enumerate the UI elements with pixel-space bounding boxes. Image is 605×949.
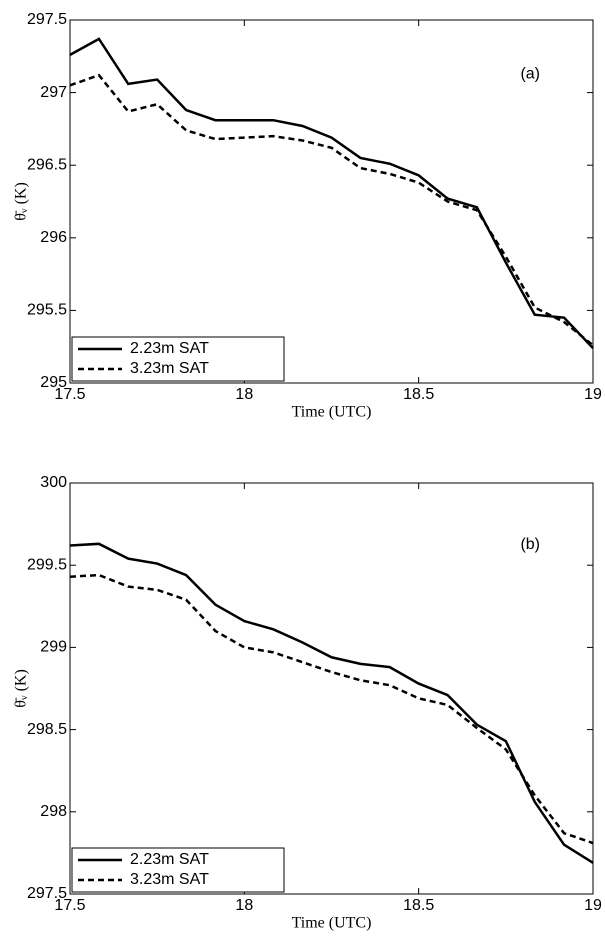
x-tick-label: 19	[584, 897, 602, 914]
x-axis-label: Time (UTC)	[292, 915, 372, 932]
plot-frame	[69, 19, 594, 384]
annotation: (b)	[520, 536, 540, 553]
legend-box	[71, 847, 285, 893]
data-line	[69, 73, 594, 347]
y-tick-label: 295	[40, 374, 67, 391]
y-tick-label: 297	[40, 84, 67, 101]
y-axis-label: θ̄ᵥ (K)	[13, 669, 30, 708]
x-tick-label: 18	[235, 386, 253, 403]
legend-label: 3.23m SAT	[130, 360, 209, 377]
y-tick-label: 298	[40, 803, 67, 820]
x-tick-label: 18.5	[403, 386, 434, 403]
data-line	[69, 37, 594, 350]
x-tick-label: 17.5	[54, 386, 85, 403]
y-tick-label: 296	[40, 229, 67, 246]
x-tick-label: 18.5	[403, 897, 434, 914]
x-tick-label: 18	[235, 897, 253, 914]
x-tick-label: 17.5	[54, 897, 85, 914]
legend-box	[71, 336, 285, 382]
y-tick-label: 295.5	[27, 302, 67, 319]
legend-label: 2.23m SAT	[130, 851, 209, 868]
y-tick-label: 297.5	[27, 11, 67, 28]
y-tick-label: 298.5	[27, 721, 67, 738]
data-line	[69, 573, 594, 845]
y-tick-label: 299	[40, 639, 67, 656]
y-tick-label: 296.5	[27, 156, 67, 173]
y-tick-label: 299.5	[27, 556, 67, 573]
legend-label: 3.23m SAT	[130, 871, 209, 888]
panel: 17.5 18 18.5 19 295 295.5 296 296.5 297 297.5 Time…	[13, 11, 602, 420]
y-tick-label: 297.5	[27, 885, 67, 902]
x-tick-label: 19	[584, 386, 602, 403]
legend-label: 2.23m SAT	[130, 340, 209, 357]
plot-frame	[69, 482, 594, 895]
y-axis-label: θ̄ᵥ (K)	[13, 182, 30, 221]
y-tick-label: 300	[40, 474, 67, 491]
annotation: (a)	[520, 66, 540, 83]
x-axis-label: Time (UTC)	[292, 404, 372, 421]
data-line	[69, 542, 594, 864]
panel: 17.5 18 18.5 19 297.5 298 298.5 299 299.5 300 Time…	[13, 474, 602, 931]
